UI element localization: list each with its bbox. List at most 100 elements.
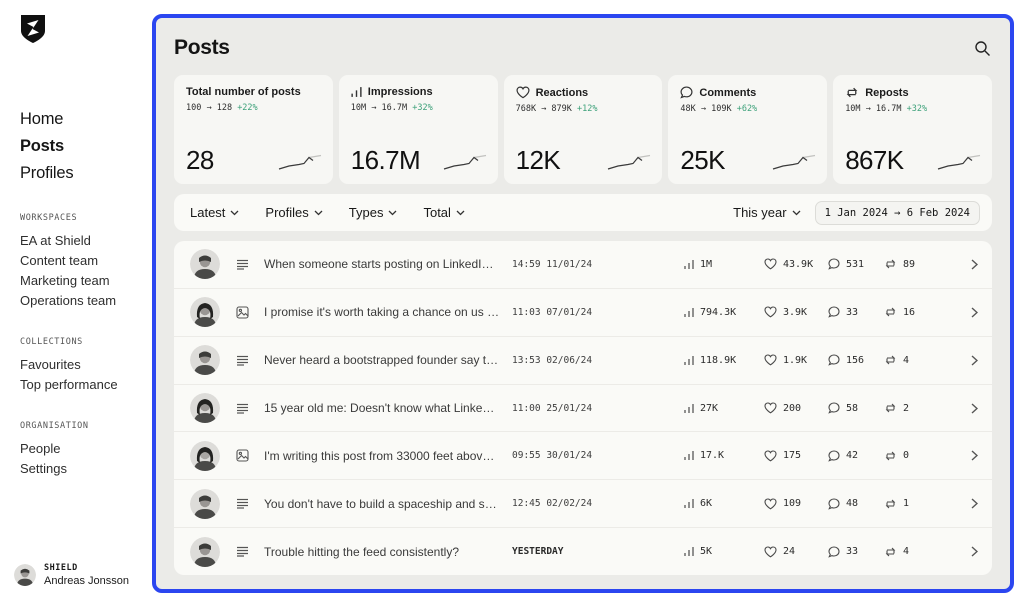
sparkline-chart bbox=[608, 154, 651, 170]
reposts-count: 4 bbox=[903, 354, 910, 366]
author-avatar bbox=[190, 440, 220, 471]
post-row[interactable]: I promise it's worth taking a chance on … bbox=[174, 289, 992, 337]
stat-value: 12K bbox=[515, 145, 561, 175]
post-text: I promise it's worth taking a chance on … bbox=[264, 305, 512, 320]
sidebar-item[interactable]: Settings bbox=[20, 461, 67, 476]
comments-count: 33 bbox=[846, 306, 859, 318]
chevron-down-icon bbox=[389, 210, 397, 215]
sidebar-item[interactable]: Top performance bbox=[20, 377, 118, 392]
chevron-right-icon[interactable] bbox=[948, 402, 978, 414]
stat-change: 100 → 128 bbox=[186, 103, 233, 113]
period-dropdown[interactable]: This year bbox=[733, 205, 801, 220]
impressions-count: 1M bbox=[700, 258, 713, 270]
impressions-icon bbox=[684, 307, 694, 318]
heart-icon bbox=[764, 306, 777, 318]
filter-dropdown-latest[interactable]: Latest bbox=[190, 205, 239, 220]
post-row[interactable]: You don't have to build a spaceship and … bbox=[174, 480, 992, 529]
stat-label: Impressions bbox=[367, 86, 433, 98]
reposts-count: 16 bbox=[903, 306, 916, 318]
stat-delta: +32% bbox=[412, 103, 433, 113]
date-range-picker[interactable]: 1 Jan 2024 → 6 Feb 2024 bbox=[814, 200, 980, 225]
bar-chart-icon bbox=[351, 86, 362, 98]
reposts-count: 2 bbox=[903, 402, 910, 414]
stat-label: Reposts bbox=[865, 86, 909, 99]
chevron-down-icon bbox=[456, 210, 465, 215]
post-text: 15 year old me: Doesn't know what Linked… bbox=[264, 401, 512, 415]
sidebar-item[interactable]: People bbox=[20, 441, 61, 456]
sidebar-nav-posts[interactable]: Posts bbox=[20, 137, 64, 155]
post-text: I'm writing this post from 33000 feet ab… bbox=[264, 448, 495, 463]
post-row[interactable]: Trouble hitting the feed consistently? Y… bbox=[174, 528, 992, 575]
chevron-right-icon[interactable] bbox=[948, 307, 978, 318]
text-post-icon bbox=[236, 546, 249, 557]
comments-count: 42 bbox=[846, 450, 859, 462]
impressions-icon bbox=[684, 259, 694, 270]
author-avatar bbox=[190, 536, 220, 567]
chevron-right-icon[interactable] bbox=[948, 450, 978, 461]
comment-icon bbox=[680, 86, 693, 99]
impressions-count: 118.9K bbox=[700, 354, 737, 366]
search-icon[interactable] bbox=[972, 38, 992, 58]
stat-label: Comments bbox=[699, 86, 757, 99]
chevron-down-icon bbox=[314, 210, 323, 215]
account-switcher[interactable]: SHIELD Andreas Jonsson bbox=[14, 563, 129, 587]
impressions-icon bbox=[684, 403, 694, 414]
post-row[interactable]: When someone starts posting on LinkedIn … bbox=[174, 241, 992, 289]
filter-dropdown-types[interactable]: Types bbox=[349, 205, 398, 220]
repost-icon bbox=[884, 354, 897, 366]
reposts-count: 0 bbox=[903, 450, 910, 462]
post-row[interactable]: 15 year old me: Doesn't know what Linked… bbox=[174, 385, 992, 433]
chevron-right-icon[interactable] bbox=[948, 498, 978, 509]
post-row[interactable]: I'm writing this post from 33000 feet ab… bbox=[174, 432, 992, 481]
repost-icon bbox=[884, 306, 897, 318]
post-timestamp: 11:00 25/01/24 bbox=[512, 402, 593, 414]
stat-label: Reactions bbox=[535, 86, 589, 99]
post-row[interactable]: Never heard a bootstrapped founder say t… bbox=[174, 337, 992, 385]
repost-icon bbox=[884, 546, 897, 558]
sidebar-item[interactable]: Operations team bbox=[20, 293, 117, 308]
chevron-right-icon[interactable] bbox=[948, 546, 978, 557]
reposts-count: 89 bbox=[903, 258, 916, 270]
posts-table: When someone starts posting on LinkedIn … bbox=[174, 241, 992, 575]
sidebar-nav-profiles[interactable]: Profiles bbox=[20, 164, 74, 182]
author-avatar bbox=[190, 488, 220, 519]
sidebar-nav-home[interactable]: Home bbox=[20, 110, 64, 128]
main-panel: Posts Total number of posts 100 → 128 +2… bbox=[152, 14, 1014, 593]
post-text: Never heard a bootstrapped founder say t… bbox=[264, 353, 512, 368]
page-title: Posts bbox=[174, 36, 230, 59]
author-avatar bbox=[190, 249, 220, 280]
author-avatar bbox=[190, 393, 220, 423]
stat-card: Reposts 10M → 16.7M +32% 867K bbox=[833, 75, 992, 184]
comment-icon bbox=[828, 402, 840, 414]
chevron-right-icon[interactable] bbox=[948, 259, 978, 270]
sparkline-chart bbox=[443, 154, 486, 170]
chevron-right-icon[interactable] bbox=[948, 355, 978, 366]
post-text: When someone starts posting on LinkedIn … bbox=[264, 257, 512, 272]
repeat-icon bbox=[845, 86, 859, 99]
sidebar-item[interactable]: Marketing team bbox=[20, 273, 110, 288]
comments-count: 58 bbox=[846, 402, 859, 414]
post-timestamp: 14:59 11/01/24 bbox=[512, 258, 593, 270]
user-avatar bbox=[14, 564, 36, 586]
post-timestamp: 09:55 30/01/24 bbox=[512, 450, 593, 462]
sidebar-section-title: COLLECTIONS bbox=[20, 337, 83, 347]
text-post-icon bbox=[236, 498, 249, 509]
heart-icon bbox=[516, 86, 530, 99]
sidebar: Home Posts Profiles WORKSPACES EA at Shiel… bbox=[0, 0, 152, 601]
sidebar-item[interactable]: EA at Shield bbox=[20, 233, 91, 248]
stat-delta: +12% bbox=[577, 104, 598, 114]
impressions-count: 5K bbox=[700, 546, 713, 558]
user-name: Andreas Jonsson bbox=[44, 575, 129, 587]
filter-dropdown-total[interactable]: Total bbox=[423, 205, 465, 220]
filter-dropdown-profiles[interactable]: Profiles bbox=[265, 205, 323, 220]
sidebar-item[interactable]: Content team bbox=[20, 253, 99, 268]
stat-value: 25K bbox=[680, 145, 725, 175]
reactions-count: 3.9K bbox=[783, 306, 808, 318]
impressions-count: 794.3K bbox=[700, 306, 737, 318]
stat-change: 10M → 16.7M bbox=[845, 104, 902, 114]
comment-icon bbox=[828, 306, 840, 318]
repost-icon bbox=[884, 498, 897, 510]
main-nav: Home Posts Profiles bbox=[20, 106, 152, 187]
sidebar-item[interactable]: Favourites bbox=[20, 357, 81, 372]
reactions-count: 175 bbox=[783, 450, 802, 462]
